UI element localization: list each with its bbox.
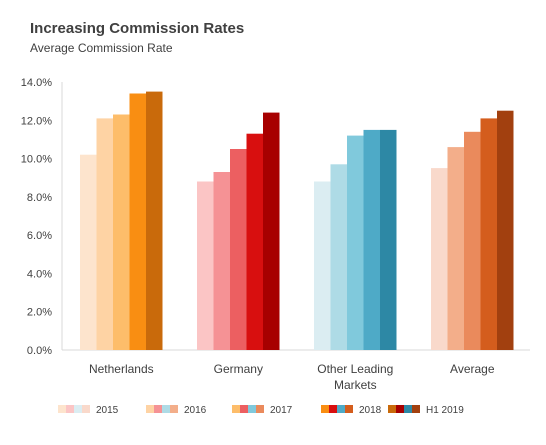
chart-subtitle: Average Commission Rate (30, 41, 173, 55)
bar-other-leading-markets-2017 (347, 135, 364, 350)
bar-germany-2017 (230, 149, 247, 350)
legend-label: 2015 (96, 405, 119, 416)
chart-title: Increasing Commission Rates (30, 20, 245, 37)
legend-swatch (388, 405, 396, 413)
legend-swatch (162, 405, 170, 413)
bar-germany-2015 (197, 181, 214, 350)
bar-germany-2018 (246, 133, 263, 350)
legend-swatch (146, 405, 154, 413)
x-tick-label: Markets (334, 378, 377, 392)
y-tick-label: 14.0% (21, 77, 52, 89)
legend-swatch (154, 405, 162, 413)
y-tick-label: 10.0% (21, 154, 52, 166)
bar-netherlands-h1-2019 (146, 91, 163, 350)
bar-netherlands-2018 (129, 93, 146, 350)
y-axis-ticks: 0.0% 2.0% 4.0% 6.0% 8.0% 10.0% 12.0% 14.0% (21, 77, 52, 357)
x-tick-label: Other Leading (317, 362, 393, 376)
bar-germany-2016 (213, 172, 230, 350)
bar-average-2017 (464, 131, 481, 350)
legend-swatch (337, 405, 345, 413)
x-tick-label: Average (450, 362, 495, 376)
bar-netherlands-2016 (96, 118, 113, 351)
y-tick-label: 2.0% (27, 307, 52, 319)
y-tick-label: 8.0% (27, 192, 52, 204)
bar-germany-h1-2019 (263, 112, 280, 350)
bar-other-leading-markets-h1-2019 (380, 129, 397, 350)
legend-swatch (256, 405, 264, 413)
legend-swatch (240, 405, 248, 413)
legend-label: 2018 (359, 405, 382, 416)
legend-swatch (66, 405, 74, 413)
legend-label: 2016 (184, 405, 207, 416)
bar-average-2016 (447, 147, 464, 350)
legend: 2015 2016 2017 2018 H1 2019 (58, 405, 464, 416)
legend-label: H1 2019 (426, 405, 464, 416)
bar-average-2015 (431, 168, 448, 350)
legend-swatch (345, 405, 353, 413)
legend-swatch (404, 405, 412, 413)
x-tick-label: Netherlands (89, 362, 154, 376)
legend-swatch (232, 405, 240, 413)
bar-average-h1-2019 (497, 110, 514, 350)
x-axis-labels: Netherlands Germany Other Leading Markets Av… (89, 362, 495, 392)
y-tick-label: 6.0% (27, 230, 52, 242)
bar-other-leading-markets-2015 (314, 181, 331, 350)
bar-other-leading-markets-2016 (330, 164, 347, 350)
legend-swatch (170, 405, 178, 413)
bar-netherlands-2017 (113, 114, 130, 350)
bar-average-2018 (480, 118, 497, 351)
bars (80, 91, 514, 351)
bar-other-leading-markets-2018 (363, 129, 380, 350)
legend-swatch (329, 405, 337, 413)
legend-swatch (248, 405, 256, 413)
legend-label: 2017 (270, 405, 293, 416)
legend-swatch (74, 405, 82, 413)
bar-netherlands-2015 (80, 154, 97, 350)
x-tick-label: Germany (214, 362, 263, 376)
legend-swatch (321, 405, 329, 413)
y-tick-label: 4.0% (27, 268, 52, 280)
legend-swatch (82, 405, 90, 413)
legend-swatch (412, 405, 420, 413)
y-tick-label: 0.0% (27, 345, 52, 357)
legend-swatch (58, 405, 66, 413)
legend-swatch (396, 405, 404, 413)
y-tick-label: 12.0% (21, 115, 52, 127)
